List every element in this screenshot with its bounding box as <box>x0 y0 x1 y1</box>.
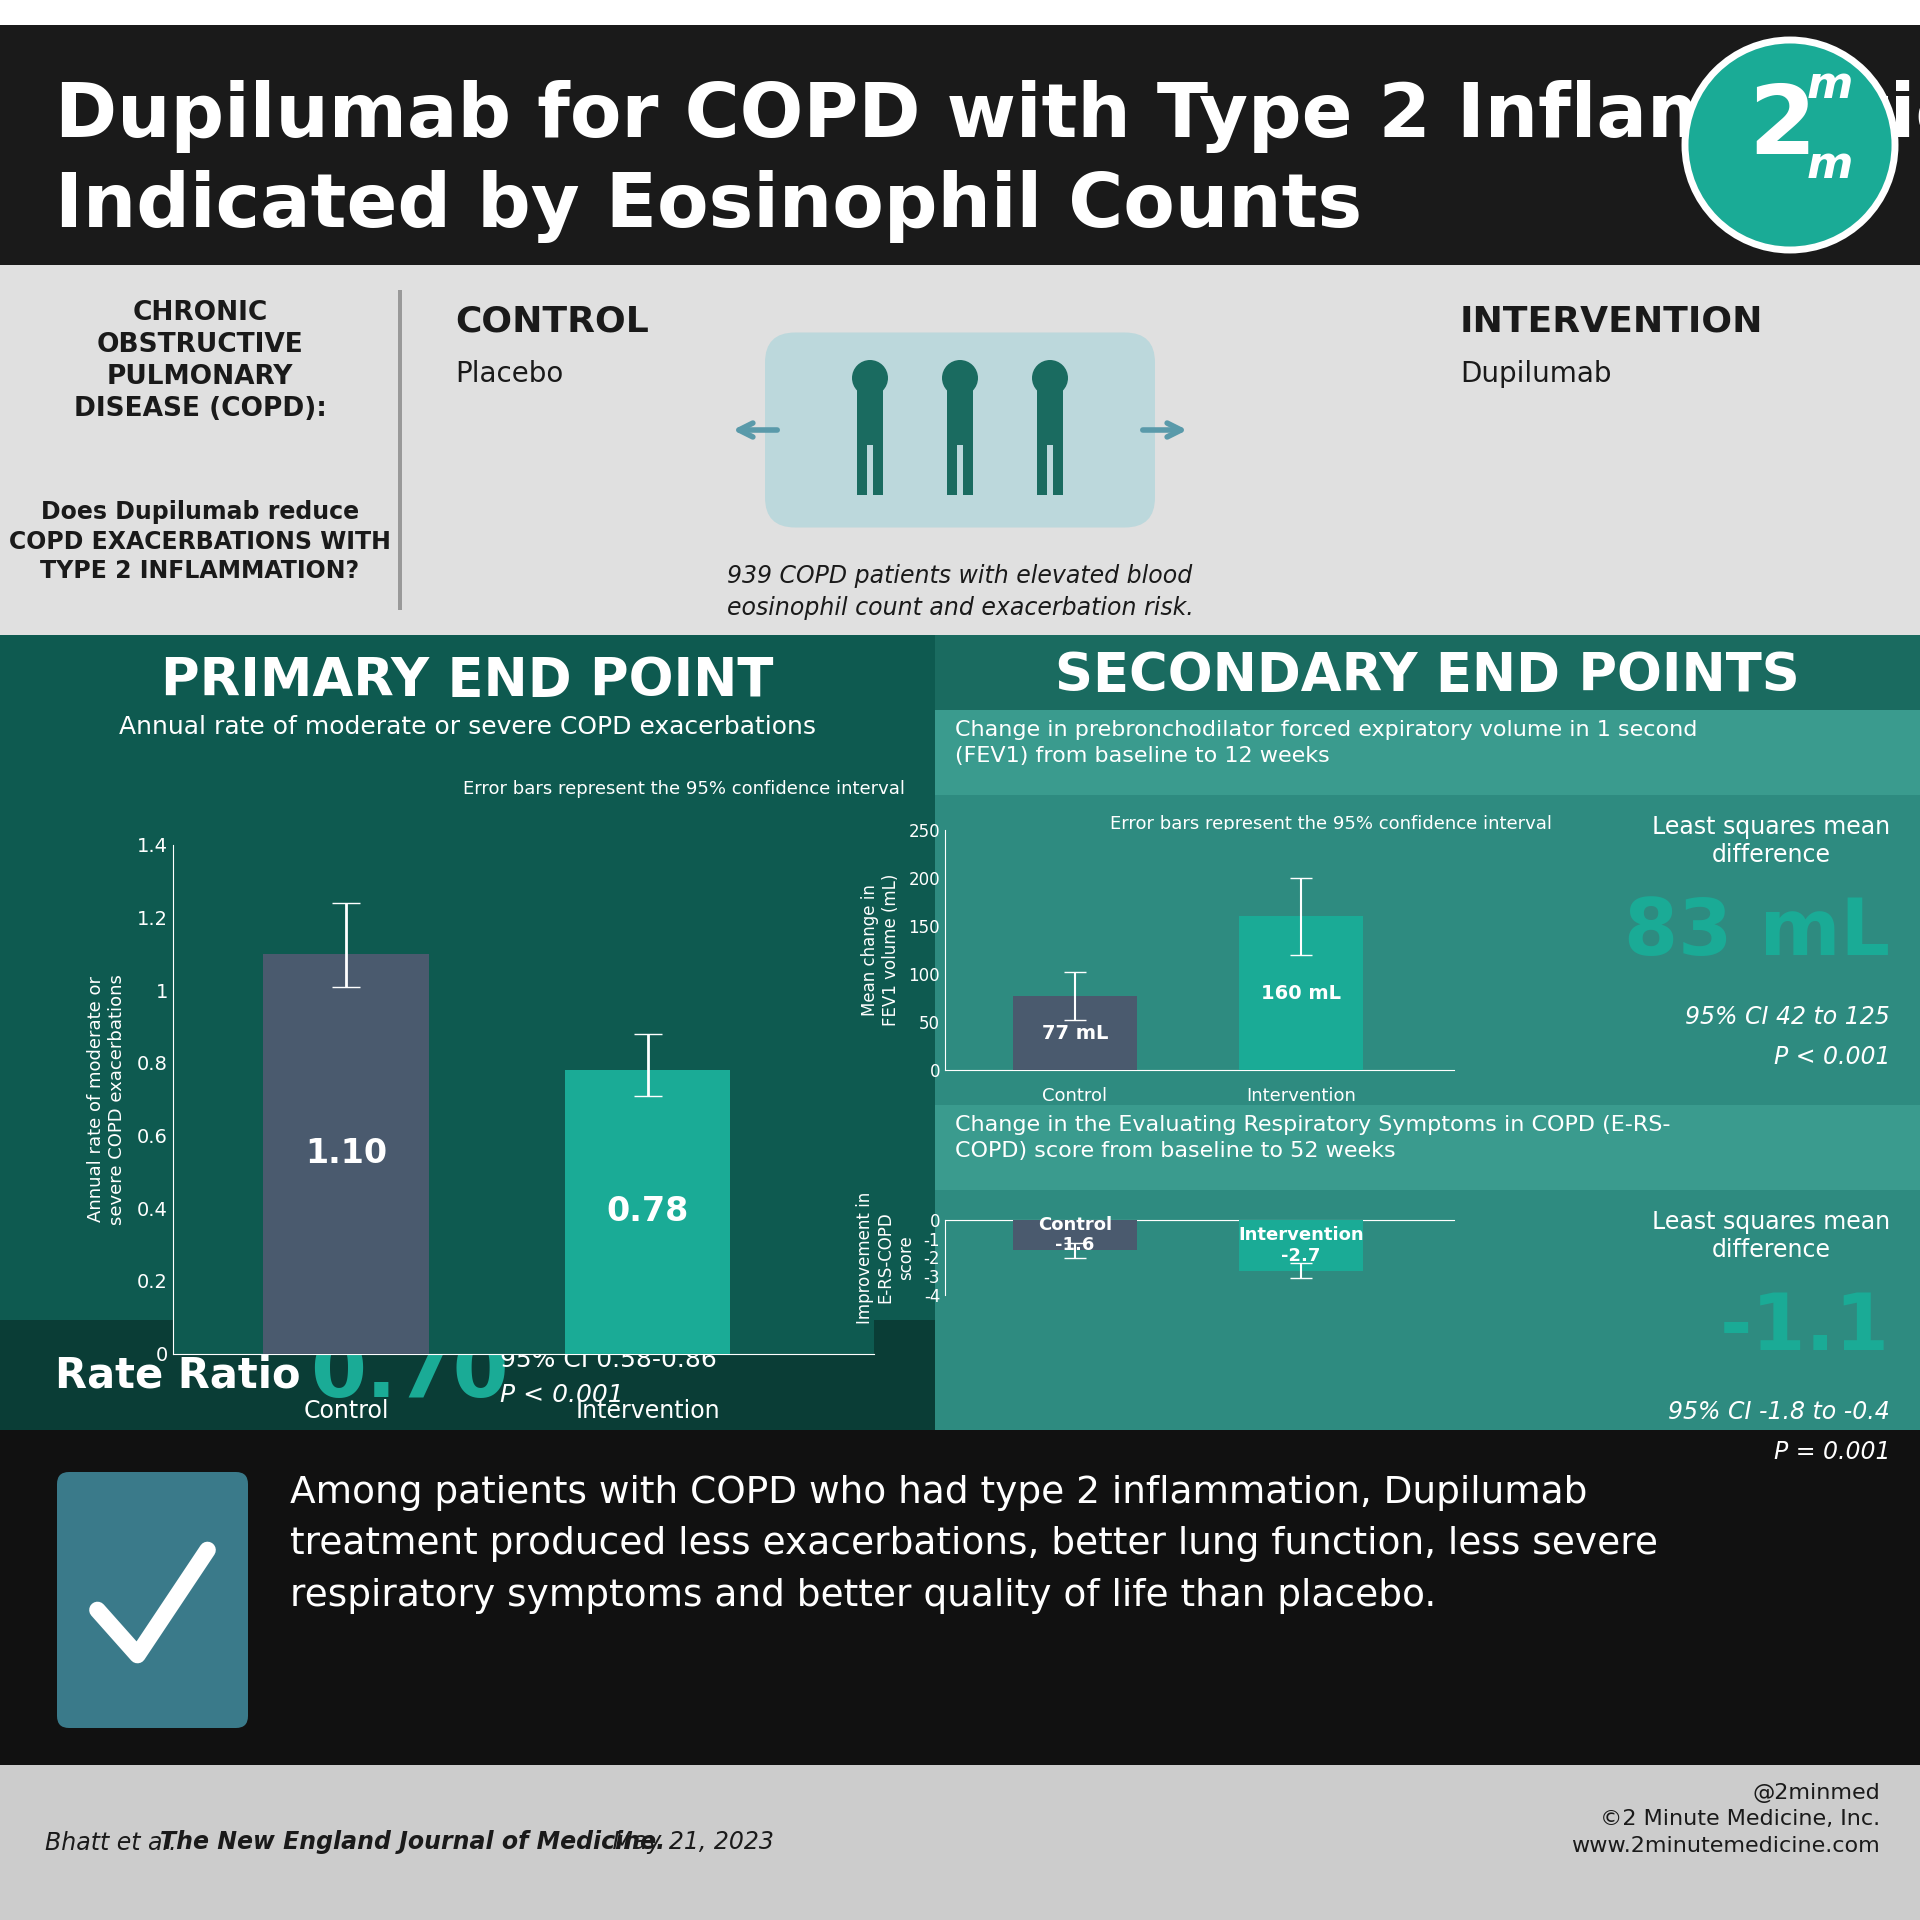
Bar <box>874 444 883 495</box>
Text: Intervention
-2.7: Intervention -2.7 <box>1238 1225 1363 1265</box>
Bar <box>935 636 1920 1430</box>
Text: 83 mL: 83 mL <box>1624 895 1889 972</box>
Text: Intervention: Intervention <box>1246 1087 1356 1106</box>
Bar <box>1014 1219 1137 1250</box>
Bar <box>947 444 956 495</box>
Text: P < 0.001: P < 0.001 <box>499 1382 624 1407</box>
Bar <box>856 444 868 495</box>
Bar <box>0 1321 935 1430</box>
Text: INTERVENTION: INTERVENTION <box>1459 305 1763 340</box>
Bar <box>0 1764 1920 1920</box>
Text: Control: Control <box>1043 1087 1108 1106</box>
Text: Indicated by Eosinophil Counts: Indicated by Eosinophil Counts <box>56 171 1361 244</box>
Text: @2minmed
©2 Minute Medicine, Inc.
www.2minutemedicine.com: @2minmed ©2 Minute Medicine, Inc. www.2m… <box>1571 1784 1880 1857</box>
Bar <box>947 382 973 445</box>
Text: CONTROL: CONTROL <box>455 305 649 340</box>
Text: CHRONIC
OBSTRUCTIVE
PULMONARY
DISEASE (COPD):: CHRONIC OBSTRUCTIVE PULMONARY DISEASE (C… <box>73 300 326 422</box>
Text: 160 mL: 160 mL <box>1261 983 1342 1002</box>
Bar <box>1037 444 1046 495</box>
Bar <box>397 290 401 611</box>
Y-axis label: Mean change in
FEV1 volume (mL): Mean change in FEV1 volume (mL) <box>862 874 900 1025</box>
Bar <box>1037 382 1064 445</box>
Bar <box>935 1321 1920 1430</box>
Bar <box>1238 1219 1363 1271</box>
Circle shape <box>1686 40 1895 250</box>
Text: 95% CI 42 to 125: 95% CI 42 to 125 <box>1686 1004 1889 1029</box>
Bar <box>1014 996 1137 1069</box>
Text: 2: 2 <box>1747 81 1816 173</box>
Text: Does Dupilumab reduce
COPD EXACERBATIONS WITH
TYPE 2 INFLAMMATION?: Does Dupilumab reduce COPD EXACERBATIONS… <box>10 499 392 584</box>
Bar <box>0 0 1920 25</box>
Text: 1.10: 1.10 <box>305 1137 388 1169</box>
Circle shape <box>943 361 977 396</box>
Text: May 21, 2023: May 21, 2023 <box>605 1830 774 1855</box>
Text: 0.78: 0.78 <box>607 1196 689 1229</box>
Text: m: m <box>1807 63 1853 106</box>
Text: Bhatt et al.: Bhatt et al. <box>44 1830 184 1855</box>
Bar <box>0 636 935 1430</box>
Bar <box>1052 444 1064 495</box>
Text: Error bars represent the 95% confidence interval: Error bars represent the 95% confidence … <box>1110 814 1551 833</box>
Text: m: m <box>1807 144 1853 186</box>
Text: Change in prebronchodilator forced expiratory volume in 1 second
(FEV1) from bas: Change in prebronchodilator forced expir… <box>954 720 1697 766</box>
Text: 77 mL: 77 mL <box>1043 1023 1108 1043</box>
Bar <box>1238 916 1363 1069</box>
Text: P = 0.001: P = 0.001 <box>1774 1440 1889 1463</box>
Text: Annual rate of moderate or severe COPD exacerbations: Annual rate of moderate or severe COPD e… <box>119 714 816 739</box>
Text: Dupilumab: Dupilumab <box>1459 361 1611 388</box>
Circle shape <box>852 361 887 396</box>
Bar <box>856 382 883 445</box>
Text: 95% CI 0.58-0.86: 95% CI 0.58-0.86 <box>499 1348 716 1373</box>
Bar <box>964 444 973 495</box>
Text: P < 0.001: P < 0.001 <box>1774 1044 1889 1069</box>
Text: 95% CI -1.8 to -0.4: 95% CI -1.8 to -0.4 <box>1668 1400 1889 1425</box>
Text: Intervention: Intervention <box>576 1400 720 1423</box>
Bar <box>935 1190 1920 1321</box>
Text: Among patients with COPD who had type 2 inflammation, Dupilumab
treatment produc: Among patients with COPD who had type 2 … <box>290 1475 1659 1615</box>
Text: Change in the Evaluating Respiratory Symptoms in COPD (E-RS-
COPD) score from ba: Change in the Evaluating Respiratory Sym… <box>954 1116 1670 1160</box>
Text: Rate Ratio: Rate Ratio <box>56 1354 301 1396</box>
FancyBboxPatch shape <box>764 332 1156 528</box>
Text: Control
-1.6: Control -1.6 <box>1039 1215 1112 1254</box>
Y-axis label: Annual rate of moderate or
severe COPD exacerbations: Annual rate of moderate or severe COPD e… <box>86 973 127 1225</box>
Bar <box>0 25 1920 265</box>
Bar <box>0 636 935 735</box>
Y-axis label: Improvement in
E-RS-COPD
score: Improvement in E-RS-COPD score <box>856 1192 916 1323</box>
Text: Least squares mean
difference: Least squares mean difference <box>1651 1210 1889 1261</box>
Text: Least squares mean
difference: Least squares mean difference <box>1651 814 1889 866</box>
Bar <box>564 1069 730 1354</box>
Bar <box>935 710 1920 795</box>
Bar <box>935 636 1920 710</box>
Text: -1.1: -1.1 <box>1720 1290 1889 1365</box>
Bar <box>263 954 428 1354</box>
Bar <box>935 1106 1920 1190</box>
Text: Error bars represent the 95% confidence interval: Error bars represent the 95% confidence … <box>463 780 904 799</box>
Text: Control: Control <box>303 1400 390 1423</box>
Bar <box>0 1430 1920 1764</box>
Bar <box>0 265 1920 636</box>
Text: 939 COPD patients with elevated blood
eosinophil count and exacerbation risk.: 939 COPD patients with elevated blood eo… <box>726 564 1194 620</box>
Text: Placebo: Placebo <box>455 361 563 388</box>
Circle shape <box>1033 361 1068 396</box>
Bar <box>935 795 1920 1106</box>
Text: 0.70: 0.70 <box>309 1336 509 1413</box>
Text: SECONDARY END POINTS: SECONDARY END POINTS <box>1056 651 1799 703</box>
Text: PRIMARY END POINT: PRIMARY END POINT <box>161 655 774 707</box>
FancyBboxPatch shape <box>58 1473 248 1728</box>
Text: Dupilumab for COPD with Type 2 Inflammation: Dupilumab for COPD with Type 2 Inflammat… <box>56 81 1920 154</box>
Text: The New England Journal of Medicine.: The New England Journal of Medicine. <box>159 1830 664 1855</box>
